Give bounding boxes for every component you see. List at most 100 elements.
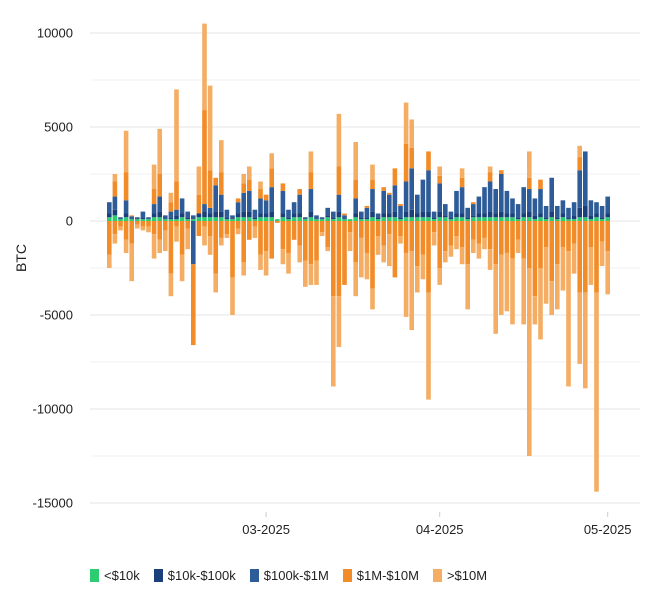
bar-segment — [560, 217, 566, 221]
bar-segment — [297, 189, 302, 195]
bar-segment — [219, 237, 224, 246]
bar-segment — [258, 254, 263, 270]
bar-segment — [191, 264, 196, 346]
bar-segment — [286, 252, 291, 274]
bar-segment — [207, 213, 213, 218]
bar-segment — [241, 183, 246, 193]
bar-segment — [151, 221, 157, 235]
bar-segment — [331, 221, 336, 297]
bar-segment — [504, 252, 510, 312]
bar-segment — [319, 217, 325, 219]
bar-segment — [510, 198, 515, 214]
bar-segment — [219, 221, 224, 238]
bar-segment — [168, 202, 174, 212]
bar-segment — [555, 205, 560, 218]
bar-segment — [482, 221, 487, 238]
bar-segment — [258, 217, 263, 221]
bar-segment — [426, 170, 431, 212]
bar-segment — [280, 249, 286, 265]
bar-segment — [487, 181, 493, 212]
bar-segment — [527, 151, 532, 178]
bar-segment — [583, 292, 588, 389]
bar-segment — [118, 219, 123, 221]
bar-segment — [168, 221, 174, 274]
bar-segment — [403, 181, 409, 212]
bar-segment — [392, 168, 398, 186]
bar-segment — [454, 236, 459, 250]
bar-segment — [426, 151, 431, 171]
bar-segment — [482, 187, 487, 214]
bar-segment — [504, 190, 510, 214]
legend-item: $100k-$1M — [249, 568, 329, 583]
bar-segment — [247, 190, 252, 212]
bar-segment — [370, 179, 375, 190]
bar-segment — [157, 211, 162, 218]
bar-segment — [258, 213, 263, 218]
bar-segment — [146, 219, 151, 221]
bar-segment — [420, 221, 426, 255]
bar-segment — [487, 211, 493, 218]
bar-segment — [247, 221, 252, 240]
bar-segment — [353, 198, 358, 214]
bar-segment — [493, 221, 498, 265]
bar-segment — [185, 217, 190, 220]
bar-segment — [431, 211, 437, 218]
bar-segment — [437, 166, 442, 176]
bar-segment — [123, 130, 129, 173]
bar-segment — [415, 217, 420, 221]
bar-segment — [263, 194, 269, 201]
bar-segment — [487, 249, 493, 270]
bar-segment — [471, 202, 476, 205]
bar-segment — [308, 264, 314, 285]
bar-segment — [443, 215, 448, 218]
bar-segment — [392, 221, 398, 278]
bar-segment — [370, 164, 375, 180]
bar-segment — [269, 168, 274, 188]
bar-segment — [308, 221, 314, 265]
bar-segment — [459, 177, 465, 188]
bar-segment — [527, 211, 532, 218]
bar-segment — [168, 192, 174, 203]
bar-segment — [521, 187, 526, 214]
bar-segment — [135, 224, 140, 229]
bar-segment — [342, 219, 347, 221]
bar-segment — [437, 175, 442, 184]
bar-segment — [207, 236, 213, 255]
bar-segment — [319, 232, 325, 237]
bar-segment — [375, 221, 381, 237]
bar-segment — [179, 221, 185, 255]
bar-segment — [454, 190, 459, 214]
bar-segment — [359, 221, 364, 238]
bar-segment — [499, 254, 504, 315]
bar-segment — [599, 241, 605, 267]
bar-segment — [207, 170, 213, 208]
bar-segment — [599, 219, 605, 221]
bar-segment — [571, 243, 577, 274]
bar-segment — [146, 217, 151, 219]
bar-segment — [129, 221, 134, 244]
bar-segment — [331, 219, 336, 221]
bar-segment — [364, 219, 370, 221]
bar-segment — [252, 219, 258, 221]
bar-segment — [381, 190, 386, 214]
bar-segment — [403, 211, 409, 218]
bar-segment — [504, 217, 510, 221]
bar-segment — [319, 221, 325, 233]
bar-segment — [532, 219, 538, 221]
bar-segment — [521, 221, 526, 259]
bar-segment — [493, 213, 498, 218]
bar-segment — [174, 226, 179, 242]
bar-segment — [560, 200, 566, 214]
bar-segment — [543, 217, 549, 220]
bar-segment — [448, 245, 454, 257]
bar-segment — [191, 218, 196, 220]
bar-segment — [521, 258, 526, 325]
bar-segment — [202, 217, 207, 221]
bar-segment — [151, 213, 157, 218]
bar-segment — [420, 217, 426, 221]
bar-segment — [515, 219, 521, 221]
bar-segment — [588, 247, 594, 285]
bar-segment — [107, 221, 112, 255]
bar-segment — [465, 207, 470, 218]
bar-segment — [291, 221, 297, 240]
